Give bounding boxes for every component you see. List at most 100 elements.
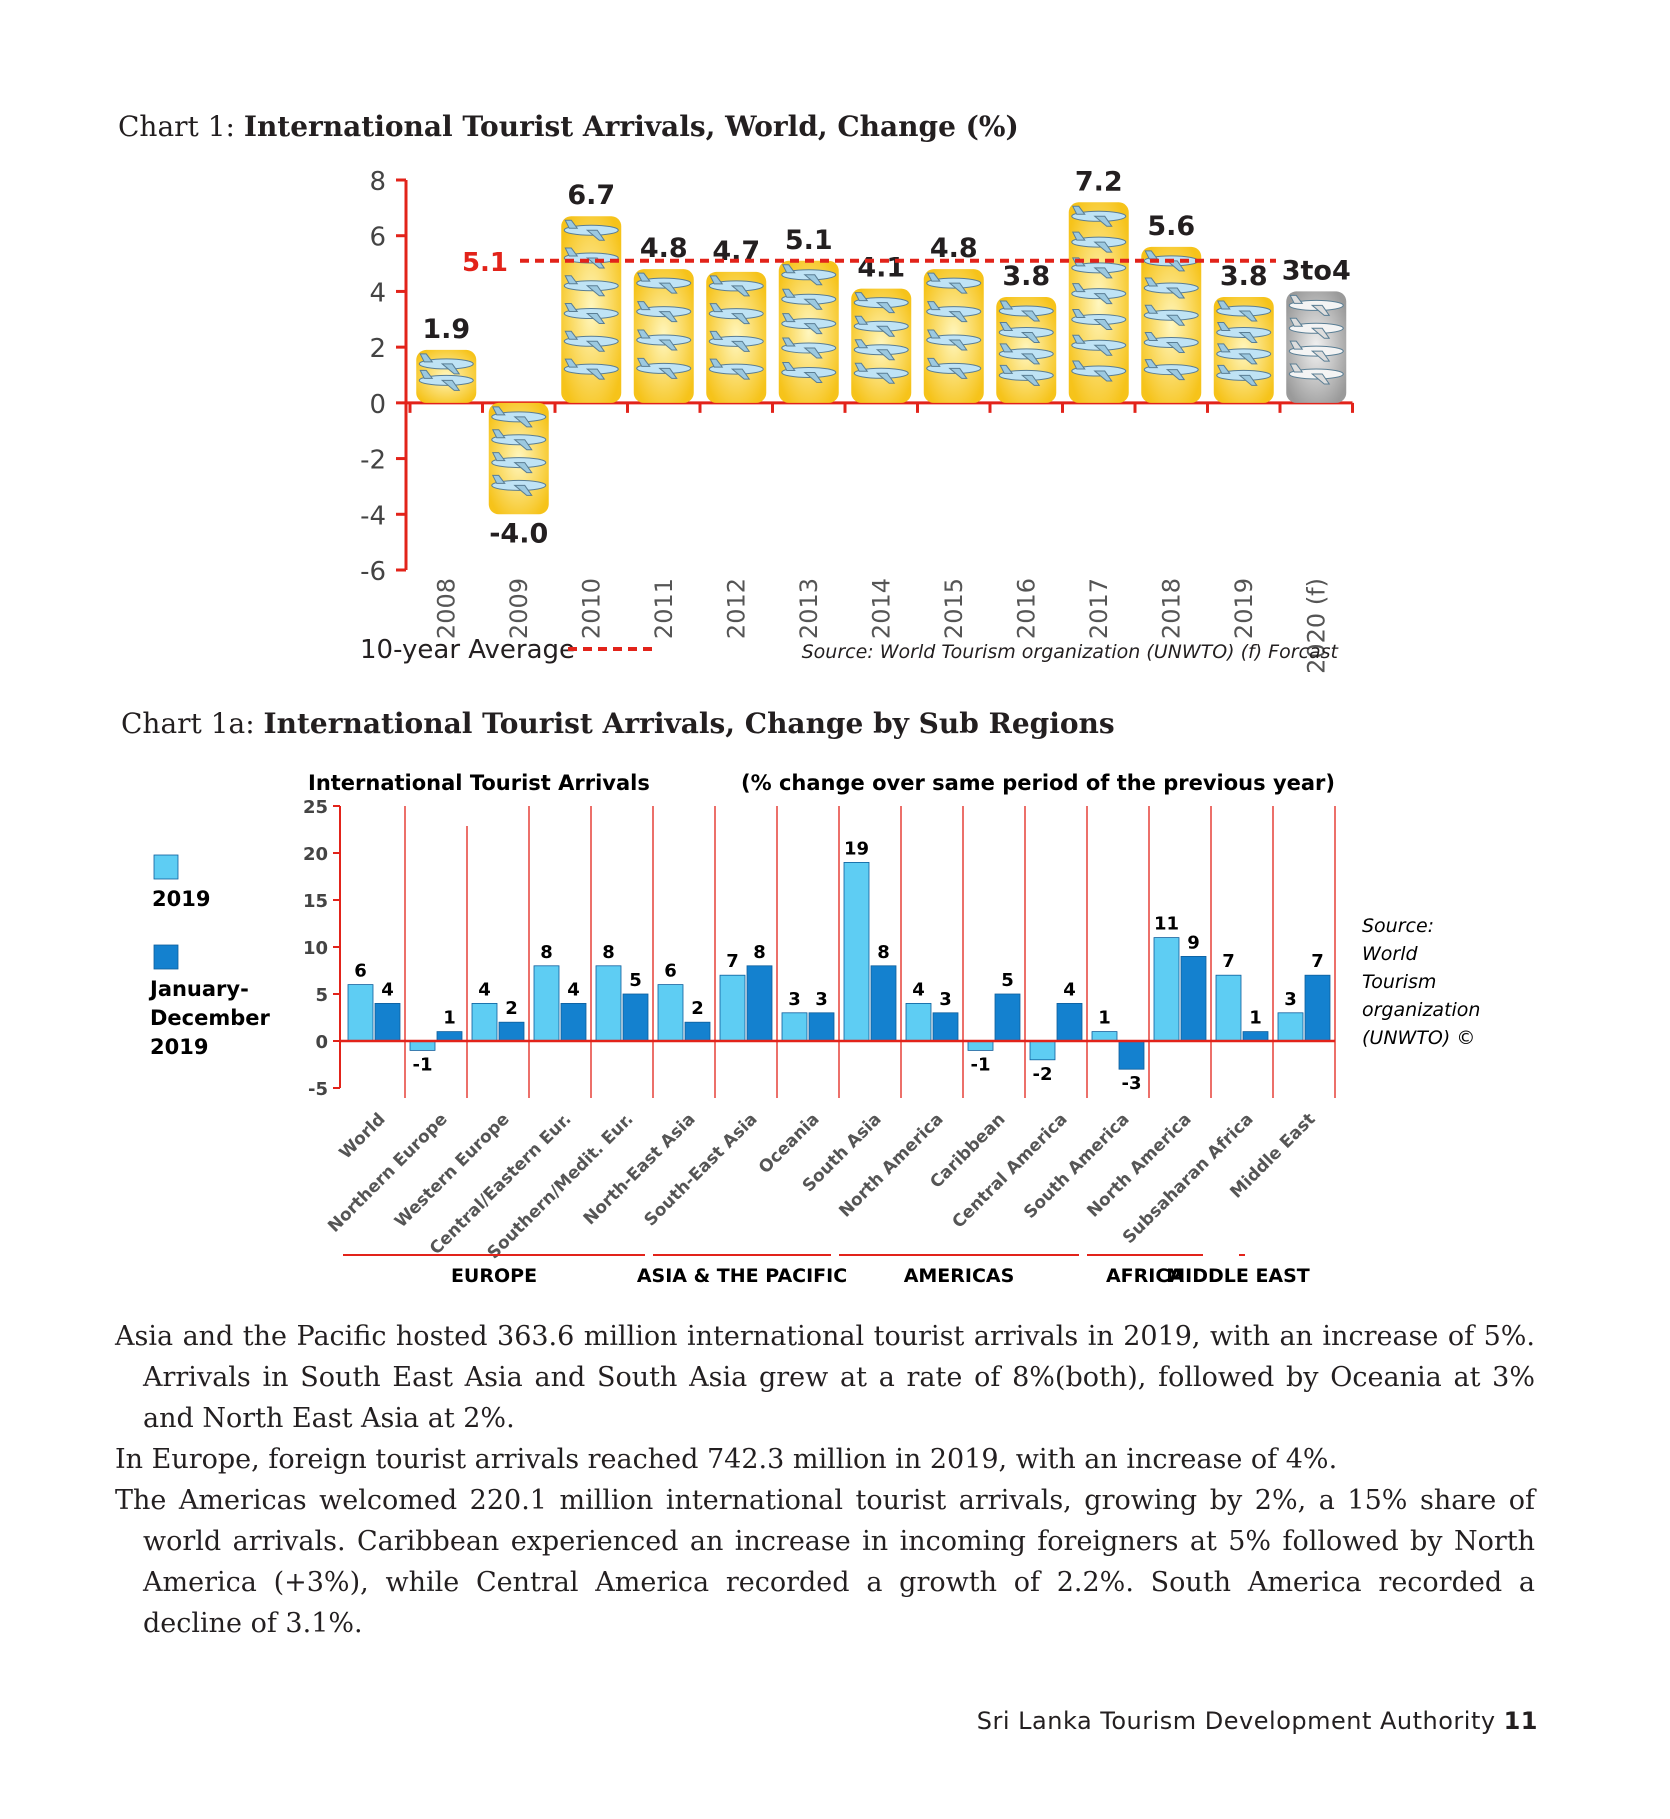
bar-value-label: 8: [540, 942, 553, 963]
bar-2011: [633, 269, 694, 403]
wing: [1093, 344, 1113, 356]
tail: [999, 321, 1014, 331]
airplane-icon: [418, 353, 474, 375]
airplane-icon: [853, 362, 909, 384]
bar-value-label: 11: [1154, 914, 1179, 935]
x-tick-label: 2010: [577, 578, 605, 639]
wing: [1165, 287, 1186, 299]
bar-jan-dec-2019: [1242, 1031, 1269, 1042]
body-paragraph: Asia and the Pacific hosted 363.6 millio…: [115, 1321, 1535, 1434]
wing: [875, 372, 896, 384]
bar-value-label: -2: [1033, 1064, 1053, 1085]
tail: [636, 272, 651, 282]
wing: [803, 323, 823, 335]
wing: [1238, 331, 1258, 343]
x-tick-label: 2014: [867, 578, 895, 639]
source-line: organization: [1362, 999, 1480, 1021]
y-tick-label: -2: [360, 446, 386, 476]
wing: [658, 311, 678, 323]
legend-line-text: December: [150, 1006, 271, 1030]
bar-2020f: [1286, 291, 1347, 403]
tail: [1144, 359, 1159, 369]
footer: Sri Lanka Tourism Development Authority 1…: [977, 1707, 1538, 1735]
bar-2019: [595, 965, 622, 1042]
bar-2019: [843, 862, 870, 1042]
legend-swatch-2019: [153, 854, 179, 880]
airplane-icon: [1071, 334, 1127, 356]
wing: [1165, 341, 1186, 353]
group-label: AMERICAS: [904, 1265, 1015, 1287]
wing: [1020, 331, 1041, 343]
category-label: South-East Asia: [641, 1109, 762, 1230]
chart1a-title-main: International Tourist Arrivals, Change b…: [263, 707, 1115, 740]
bar-value-label: 5: [629, 970, 642, 991]
wing: [658, 339, 678, 351]
bar-value-label: 4.8: [930, 233, 978, 264]
airplane-icon: [1071, 308, 1127, 330]
airplane-icon: [636, 329, 692, 351]
bar-value-label: 1: [1249, 1008, 1262, 1029]
tail: [709, 358, 724, 368]
wing: [803, 347, 823, 359]
wing: [585, 313, 606, 325]
airplane-icon: [563, 358, 619, 380]
bar-jan-dec-2019: [374, 1002, 401, 1042]
tail: [1289, 294, 1304, 304]
wing: [875, 302, 896, 314]
legend-line-text: January-: [148, 977, 249, 1001]
bar-jan-dec-2019: [994, 993, 1021, 1042]
airplane-icon: [636, 357, 692, 379]
y-tick-label: 15: [303, 891, 328, 912]
airplane-icon: [853, 315, 909, 337]
bar-jan-dec-2019: [1056, 1002, 1083, 1042]
bar-fill: [1068, 202, 1129, 403]
chart1a-header-right: (% change over same period of the previo…: [741, 771, 1335, 795]
bar-jan-dec-2019: [808, 1012, 835, 1042]
tail: [1216, 300, 1231, 310]
bar-2008: [416, 349, 477, 403]
bar-value-label: 8: [602, 942, 615, 963]
wing: [513, 462, 533, 474]
tail: [1071, 360, 1086, 370]
bar-fill: [778, 260, 839, 403]
tail: [564, 330, 579, 340]
y-tick-label: 8: [369, 167, 386, 197]
airplane-icon: [1288, 294, 1344, 316]
airplane-icon: [563, 303, 619, 325]
y-tick-label: 4: [369, 278, 386, 308]
tail: [564, 358, 579, 368]
airplane-icon: [781, 264, 837, 286]
group-label: EUROPE: [451, 1265, 537, 1287]
airplane-icon: [998, 300, 1054, 322]
y-tick-label: 20: [303, 844, 328, 865]
bar-value-label: 6.7: [567, 180, 615, 211]
wing: [875, 349, 896, 361]
bar-2019: [781, 1012, 808, 1042]
bar-jan-dec-2019: [436, 1031, 463, 1042]
bar-2019: [1153, 937, 1180, 1042]
page-number: 11: [1503, 1707, 1538, 1735]
airplane-icon: [926, 329, 982, 351]
tail: [491, 406, 506, 416]
bar-value-label: 1: [443, 1008, 456, 1029]
tail: [564, 303, 579, 313]
bar-jan-dec-2019: [684, 1021, 711, 1042]
airplane-icon: [1071, 360, 1127, 382]
airplane-icon: [708, 358, 764, 380]
tail: [1071, 283, 1086, 293]
category-label: North America: [1083, 1109, 1195, 1221]
airplane-icon: [1288, 317, 1344, 339]
bar-jan-dec-2019: [746, 965, 773, 1042]
wing: [585, 340, 606, 352]
airplane-icon: [781, 288, 837, 310]
tail: [781, 361, 796, 371]
tail: [926, 357, 941, 367]
airplane-icon: [1216, 300, 1272, 322]
bar-2013: [778, 260, 839, 403]
airplane-icon: [563, 330, 619, 352]
airplane-icon: [998, 321, 1054, 343]
bar-2019: [719, 974, 746, 1042]
body-paragraph: The Americas welcomed 220.1 million inte…: [115, 1485, 1535, 1639]
wing: [1238, 310, 1258, 322]
y-tick-label: 0: [315, 1032, 328, 1053]
